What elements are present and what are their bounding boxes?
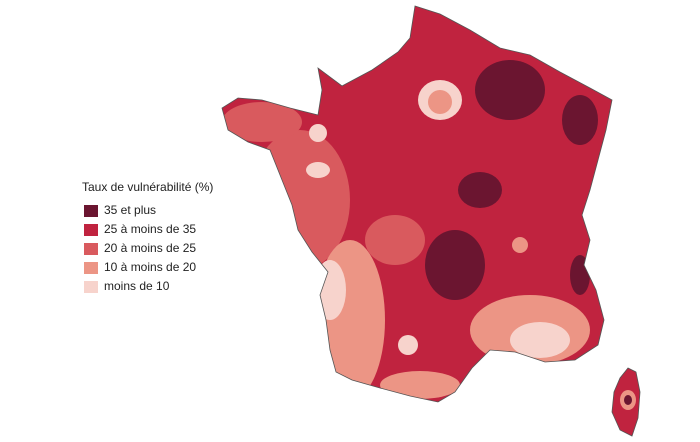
region — [512, 237, 528, 253]
region — [365, 215, 425, 265]
legend-title: Taux de vulnérabilité (%) — [82, 180, 213, 194]
legend-swatch — [84, 205, 98, 217]
legend: Taux de vulnérabilité (%) 35 et plus 25 à… — [82, 180, 213, 293]
region — [425, 230, 485, 300]
legend-label: 25 à moins de 35 — [104, 222, 196, 236]
region — [562, 95, 598, 145]
map-regions — [222, 6, 640, 436]
region — [398, 335, 418, 355]
legend-swatch — [84, 224, 98, 236]
legend-label: 10 à moins de 20 — [104, 260, 196, 274]
region — [624, 395, 632, 405]
region — [380, 371, 460, 399]
region — [306, 162, 330, 178]
legend-swatch — [84, 243, 98, 255]
region — [309, 124, 327, 142]
region — [510, 322, 570, 358]
legend-swatch — [84, 281, 98, 293]
region — [428, 90, 452, 114]
region — [570, 255, 590, 295]
region — [222, 102, 302, 142]
region — [475, 60, 545, 120]
legend-label: moins de 10 — [104, 279, 170, 293]
region — [458, 172, 502, 208]
legend-label: 20 à moins de 25 — [104, 241, 196, 255]
country-outline — [221, 5, 641, 437]
legend-swatch — [84, 262, 98, 274]
region — [314, 260, 346, 320]
region — [336, 46, 364, 74]
legend-label: 35 et plus — [104, 203, 156, 217]
